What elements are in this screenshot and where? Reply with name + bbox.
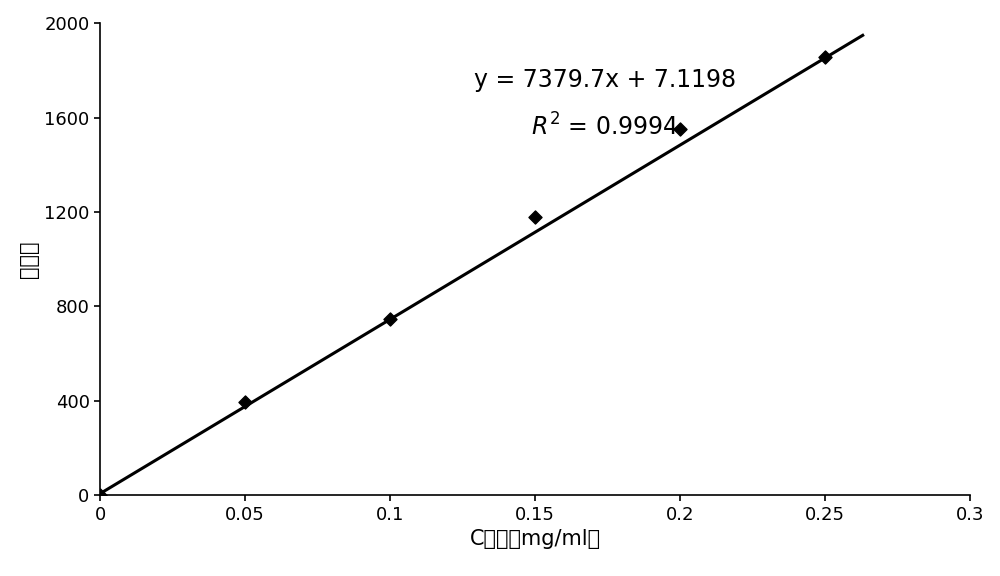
Text: $R^2$ = 0.9994: $R^2$ = 0.9994 [531,113,678,141]
X-axis label: C浓度（mg/ml）: C浓度（mg/ml） [469,529,601,550]
Point [92,491,108,500]
Point [672,124,688,134]
Text: y = 7379.7x + 7.1198: y = 7379.7x + 7.1198 [474,68,736,92]
Y-axis label: 峰面积: 峰面积 [19,240,39,278]
Point [527,213,543,222]
Point [237,397,253,406]
Point [382,315,398,324]
Point [817,52,833,62]
